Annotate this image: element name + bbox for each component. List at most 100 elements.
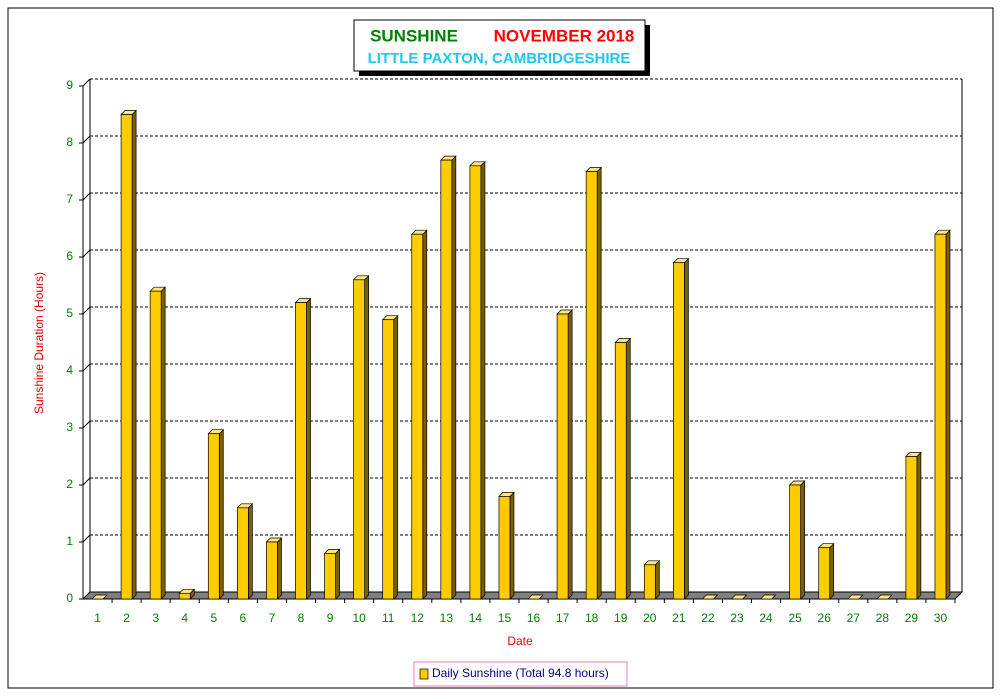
bar-side bbox=[364, 274, 369, 600]
bar-side bbox=[625, 337, 631, 600]
y-tick-label: 3 bbox=[66, 420, 73, 434]
bar bbox=[818, 547, 831, 600]
y-tick-label: 5 bbox=[66, 306, 73, 320]
bar bbox=[673, 262, 685, 600]
bar bbox=[382, 319, 395, 600]
bar-side bbox=[480, 160, 486, 600]
bar bbox=[411, 233, 424, 600]
x-tick-label: 19 bbox=[614, 611, 628, 625]
bar-side bbox=[509, 491, 515, 600]
x-tick-label: 11 bbox=[382, 611, 395, 625]
bar bbox=[353, 279, 365, 600]
bar-side bbox=[654, 559, 660, 600]
y-axis-label: Sunshine Duration (Hours) bbox=[32, 272, 46, 414]
bar bbox=[149, 290, 162, 600]
bar-top bbox=[759, 594, 777, 600]
x-tick-label: 25 bbox=[788, 611, 802, 625]
bar bbox=[266, 541, 278, 600]
bar-side bbox=[451, 155, 457, 600]
bar-side bbox=[596, 166, 602, 600]
x-tick-label: 20 bbox=[643, 611, 657, 625]
y-tick-label: 7 bbox=[66, 192, 73, 206]
x-tick-label: 17 bbox=[556, 611, 570, 625]
bar bbox=[440, 159, 453, 600]
bar bbox=[207, 433, 220, 600]
x-tick-label: 10 bbox=[352, 611, 366, 625]
bar-side bbox=[277, 537, 282, 600]
bar-top bbox=[91, 594, 108, 600]
y-tick-label: 2 bbox=[66, 477, 73, 491]
y-tick-label: 4 bbox=[66, 363, 73, 377]
legend-swatch bbox=[419, 668, 429, 680]
bar bbox=[178, 592, 191, 600]
bar bbox=[556, 313, 569, 600]
y-tick-depth bbox=[82, 306, 91, 315]
y-tick-depth bbox=[82, 249, 91, 258]
bar-side bbox=[916, 451, 922, 600]
x-tick-label: 18 bbox=[585, 611, 599, 625]
bar bbox=[643, 564, 656, 600]
x-tick-label: 9 bbox=[327, 611, 334, 625]
y-tick-depth bbox=[82, 192, 91, 201]
bar-top bbox=[730, 594, 748, 600]
x-tick-label: 1 bbox=[94, 611, 101, 625]
x-tick-label: 21 bbox=[672, 611, 686, 625]
bar bbox=[934, 233, 947, 600]
x-tick-label: 13 bbox=[440, 611, 454, 625]
bar-side bbox=[248, 502, 253, 600]
bar-side bbox=[945, 229, 951, 600]
bar-top bbox=[846, 594, 864, 600]
y-tick-depth bbox=[82, 135, 91, 144]
x-axis-label: Date bbox=[507, 634, 533, 648]
x-tick-label: 27 bbox=[847, 611, 861, 625]
bar bbox=[324, 553, 336, 600]
bar-side bbox=[306, 297, 311, 600]
y-tick-label: 1 bbox=[66, 534, 73, 548]
x-tick-label: 15 bbox=[498, 611, 512, 625]
y-tick-depth bbox=[82, 363, 91, 372]
bar bbox=[498, 496, 511, 600]
x-tick-label: 8 bbox=[298, 611, 305, 625]
bar bbox=[237, 507, 249, 600]
x-tick-label: 7 bbox=[269, 611, 276, 625]
x-tick-label: 5 bbox=[210, 611, 217, 625]
bar-side bbox=[567, 309, 573, 600]
x-tick-label: 16 bbox=[527, 611, 541, 625]
chart-period: NOVEMBER 2018 bbox=[494, 26, 635, 45]
x-tick-label: 30 bbox=[934, 611, 948, 625]
bar bbox=[614, 342, 627, 600]
bar-side bbox=[684, 257, 689, 600]
title-box bbox=[353, 19, 646, 72]
bar bbox=[905, 456, 918, 600]
bar-top bbox=[701, 594, 719, 600]
bar-side bbox=[160, 286, 166, 600]
x-tick-label: 6 bbox=[240, 611, 247, 625]
x-tick-label: 4 bbox=[181, 611, 188, 625]
x-tick-label: 22 bbox=[701, 611, 715, 625]
legend bbox=[413, 661, 628, 687]
x-tick-label: 3 bbox=[152, 611, 159, 625]
bar bbox=[789, 484, 801, 600]
x-tick-label: 2 bbox=[123, 611, 130, 625]
bar-side bbox=[218, 428, 224, 600]
legend-label: Daily Sunshine (Total 94.8 hours) bbox=[432, 666, 609, 680]
y-tick-label: 0 bbox=[66, 591, 73, 605]
chart-title: SUNSHINE bbox=[370, 26, 458, 45]
bar bbox=[120, 114, 133, 600]
y-tick-depth bbox=[82, 420, 91, 429]
x-tick-label: 14 bbox=[469, 611, 483, 625]
x-tick-label: 26 bbox=[818, 611, 832, 625]
x-tick-label: 23 bbox=[730, 611, 744, 625]
y-tick-label: 8 bbox=[66, 135, 73, 149]
bar bbox=[585, 171, 598, 600]
x-tick-label: 29 bbox=[905, 611, 919, 625]
y-tick-depth bbox=[82, 534, 91, 543]
bar bbox=[469, 165, 482, 600]
chart-subtitle: LITTLE PAXTON, CAMBRIDGESHIRE bbox=[368, 50, 631, 67]
x-tick-label: 24 bbox=[759, 611, 773, 625]
x-tick-label: 28 bbox=[876, 611, 890, 625]
bar-side bbox=[422, 229, 428, 600]
x-tick-label: 12 bbox=[411, 611, 425, 625]
bar-side bbox=[335, 548, 340, 600]
